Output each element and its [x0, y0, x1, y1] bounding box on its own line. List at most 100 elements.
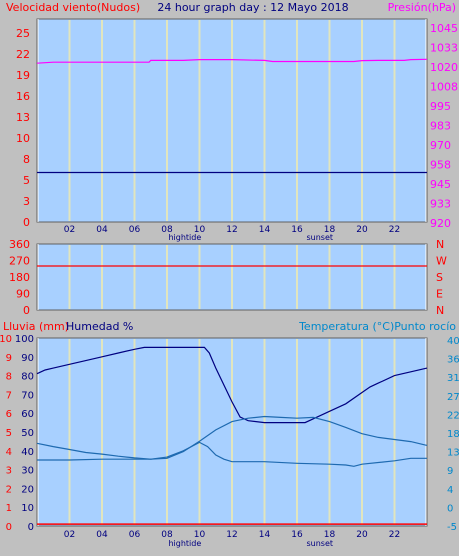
hightide-marker-bottom: hightide — [168, 539, 201, 548]
rain-tick: 4 — [6, 447, 12, 458]
compass-tick: E — [436, 288, 443, 301]
rain-tick: 1 — [6, 503, 12, 514]
rain-label: Lluvia (mm) — [3, 320, 69, 333]
x-tick-bottom: 02 — [64, 530, 75, 540]
sunset-marker-top: sunset — [306, 233, 333, 242]
x-tick-top: 10 — [194, 225, 206, 235]
pressure-tick: 1033 — [430, 42, 458, 55]
temperature-tick: 18 — [447, 429, 459, 440]
wind-dir-tick: 90 — [16, 288, 30, 301]
pressure-tick: 945 — [430, 178, 451, 191]
temperature-line — [36, 415, 428, 460]
compass-tick: W — [436, 255, 447, 268]
x-tick-top: 02 — [64, 225, 75, 235]
pressure-tick: 1008 — [430, 81, 458, 94]
x-tick-top: 20 — [356, 225, 368, 235]
wind-speed-tick: 22 — [16, 48, 30, 61]
hightide-marker-top: hightide — [168, 233, 201, 242]
temperature-tick: -5 — [447, 522, 457, 533]
wind-dir-tick: 270 — [9, 255, 30, 268]
humidity-tick: 90 — [21, 353, 34, 364]
pressure-tick: 1045 — [430, 22, 458, 35]
x-tick-bottom: 10 — [194, 530, 206, 540]
temperature-tick: 31 — [447, 373, 459, 384]
wind-dir-tick: 180 — [9, 271, 30, 284]
x-tick-bottom: 06 — [129, 530, 141, 540]
wind-dir-tick: 0 — [23, 304, 30, 317]
wind-speed-tick: 0 — [23, 216, 30, 229]
compass-tick: N — [436, 304, 444, 317]
temperature-tick: 4 — [447, 485, 453, 496]
temperature-tick: 0 — [447, 503, 453, 514]
compass-tick: N — [436, 238, 444, 251]
pressure-tick: 995 — [430, 100, 451, 113]
humidity-tick: 60 — [21, 409, 34, 420]
x-tick-top: 18 — [324, 225, 336, 235]
temperature-tick: 36 — [447, 355, 459, 366]
humidity-tick: 30 — [21, 466, 34, 477]
sunset-marker-bottom: sunset — [306, 539, 333, 548]
humidity-tick: 10 — [21, 503, 34, 514]
rain-tick: 6 — [6, 409, 12, 420]
humidity-tick: 20 — [21, 484, 34, 495]
rain-tick: 7 — [6, 390, 12, 401]
temperature-tick: 9 — [447, 466, 453, 477]
x-tick-bottom: 08 — [161, 530, 173, 540]
x-tick-top: 06 — [129, 225, 141, 235]
x-tick-bottom: 22 — [389, 530, 400, 540]
pressure-tick: 920 — [430, 217, 451, 230]
pressure-tick: 958 — [430, 159, 451, 172]
temperature-tick: 27 — [447, 392, 459, 403]
wind-speed-tick: 13 — [16, 111, 30, 124]
humidity-line — [36, 346, 428, 424]
pressure-tick: 983 — [430, 120, 451, 133]
humidity-label: Humedad % — [66, 320, 133, 333]
pressure-tick: 970 — [430, 139, 451, 152]
x-tick-top: 22 — [389, 225, 400, 235]
x-tick-top: 04 — [96, 225, 108, 235]
wind-speed-tick: 5 — [23, 174, 30, 187]
x-tick-top: 16 — [291, 225, 303, 235]
rain-tick: 9 — [6, 353, 12, 364]
wind-speed-tick: 19 — [16, 69, 30, 82]
x-tick-top: 08 — [161, 225, 173, 235]
pressure-line — [36, 58, 428, 64]
rain-tick: 2 — [6, 484, 12, 495]
x-tick-bottom: 14 — [259, 530, 271, 540]
pressure-tick: 1020 — [430, 61, 458, 74]
rain-tick: 5 — [6, 428, 12, 439]
x-tick-top: 14 — [259, 225, 271, 235]
rain-tick: 10 — [0, 334, 12, 345]
rain-tick: 8 — [6, 372, 12, 383]
wind-dir-tick: 360 — [9, 238, 30, 251]
wind-speed-tick: 25 — [16, 27, 30, 40]
humidity-tick: 80 — [21, 372, 34, 383]
graph-title: 24 hour graph day : 12 Mayo 2018 — [157, 1, 348, 14]
temperature-tick: 40 — [447, 336, 459, 347]
compass-tick: S — [436, 271, 443, 284]
x-tick-bottom: 04 — [96, 530, 108, 540]
x-tick-bottom: 20 — [356, 530, 368, 540]
rain-tick: 3 — [6, 466, 12, 477]
x-tick-bottom: 16 — [291, 530, 303, 540]
temperature-label: Temperatura (°C)Punto rocío — [298, 320, 456, 333]
wind-speed-tick: 10 — [16, 132, 30, 145]
wind-speed-tick: 16 — [16, 90, 30, 103]
dewpoint-line — [37, 441, 427, 467]
wind-speed-label: Velocidad viento(Nudos) — [6, 1, 140, 14]
humidity-tick: 40 — [21, 447, 34, 458]
x-tick-top: 12 — [226, 225, 237, 235]
humidity-tick: 100 — [15, 334, 34, 345]
pressure-label: Presión(hPa) — [388, 1, 456, 14]
temperature-tick: 22 — [447, 410, 459, 421]
wind-speed-tick: 3 — [23, 195, 30, 208]
x-tick-bottom: 12 — [226, 530, 237, 540]
pressure-tick: 933 — [430, 198, 451, 211]
humidity-tick: 50 — [21, 428, 34, 439]
wind-speed-tick: 8 — [23, 153, 30, 166]
x-tick-bottom: 18 — [324, 530, 336, 540]
humidity-tick: 70 — [21, 390, 34, 401]
rain-tick: 0 — [6, 522, 12, 533]
